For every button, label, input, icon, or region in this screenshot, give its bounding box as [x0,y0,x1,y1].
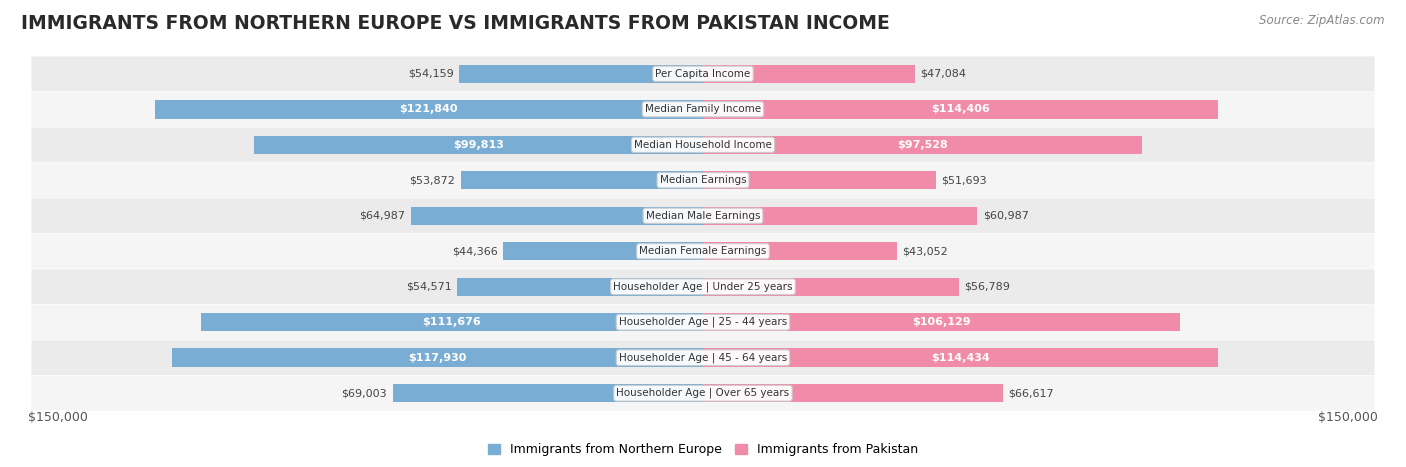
Text: Median Family Income: Median Family Income [645,104,761,114]
Text: $69,003: $69,003 [342,388,387,398]
Bar [173,348,703,367]
Text: $97,528: $97,528 [897,140,948,150]
Bar [461,171,703,190]
Text: $47,084: $47,084 [921,69,966,79]
Bar [201,313,703,332]
FancyBboxPatch shape [31,269,1375,304]
Text: $66,617: $66,617 [1008,388,1053,398]
Legend: Immigrants from Northern Europe, Immigrants from Pakistan: Immigrants from Northern Europe, Immigra… [482,439,924,461]
Text: $99,813: $99,813 [453,140,503,150]
FancyBboxPatch shape [31,340,1375,375]
Text: $150,000: $150,000 [1317,411,1378,424]
Bar [155,100,703,119]
FancyBboxPatch shape [31,57,1375,91]
Bar [392,384,703,403]
Text: Source: ZipAtlas.com: Source: ZipAtlas.com [1260,14,1385,27]
Bar [703,348,1218,367]
Bar [411,206,703,225]
Bar [703,384,1002,403]
Text: $54,571: $54,571 [406,282,453,292]
Text: $106,129: $106,129 [912,317,972,327]
Bar [703,171,935,190]
FancyBboxPatch shape [31,376,1375,410]
Bar [703,100,1218,119]
Text: Median Earnings: Median Earnings [659,175,747,185]
Text: $150,000: $150,000 [28,411,89,424]
Text: $114,434: $114,434 [931,353,990,363]
FancyBboxPatch shape [31,234,1375,269]
Text: IMMIGRANTS FROM NORTHERN EUROPE VS IMMIGRANTS FROM PAKISTAN INCOME: IMMIGRANTS FROM NORTHERN EUROPE VS IMMIG… [21,14,890,33]
Bar [703,64,915,83]
Text: $60,987: $60,987 [983,211,1029,221]
Bar [503,242,703,261]
Bar [703,277,959,296]
Text: $44,366: $44,366 [453,246,498,256]
Text: $121,840: $121,840 [399,104,458,114]
FancyBboxPatch shape [31,305,1375,340]
Bar [703,135,1142,154]
Text: $114,406: $114,406 [931,104,990,114]
FancyBboxPatch shape [31,92,1375,127]
Bar [703,313,1181,332]
Text: $111,676: $111,676 [422,317,481,327]
Text: Householder Age | 25 - 44 years: Householder Age | 25 - 44 years [619,317,787,327]
Bar [457,277,703,296]
Text: Householder Age | Under 25 years: Householder Age | Under 25 years [613,282,793,292]
Text: $51,693: $51,693 [941,175,987,185]
Text: $53,872: $53,872 [409,175,456,185]
Text: Householder Age | Over 65 years: Householder Age | Over 65 years [616,388,790,398]
Text: Median Male Earnings: Median Male Earnings [645,211,761,221]
Text: $56,789: $56,789 [965,282,1010,292]
Bar [703,206,977,225]
Text: $64,987: $64,987 [359,211,405,221]
Bar [460,64,703,83]
FancyBboxPatch shape [31,127,1375,162]
Bar [703,242,897,261]
Text: $117,930: $117,930 [409,353,467,363]
Bar [254,135,703,154]
Text: Median Female Earnings: Median Female Earnings [640,246,766,256]
FancyBboxPatch shape [31,198,1375,233]
FancyBboxPatch shape [31,163,1375,198]
Text: Median Household Income: Median Household Income [634,140,772,150]
Text: Per Capita Income: Per Capita Income [655,69,751,79]
Text: $43,052: $43,052 [903,246,948,256]
Text: $54,159: $54,159 [408,69,454,79]
Text: Householder Age | 45 - 64 years: Householder Age | 45 - 64 years [619,353,787,363]
